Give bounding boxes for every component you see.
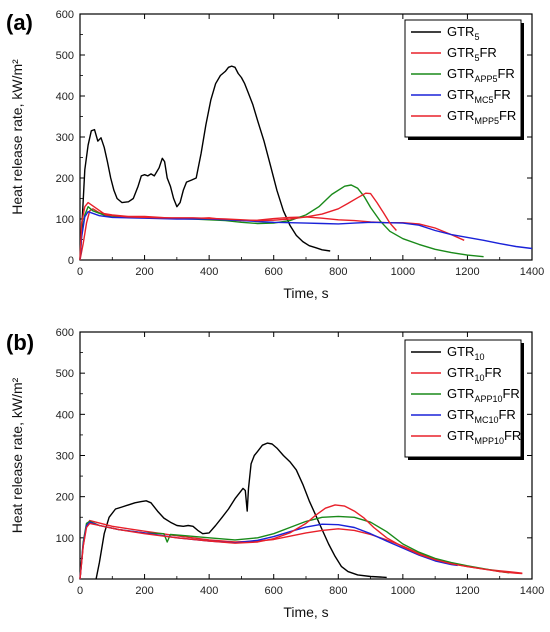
legend-subscript: 10 (474, 373, 484, 383)
y-tick-label: 300 (56, 132, 74, 144)
series-line-GTR5 (79, 65, 331, 261)
x-tick-label: 800 (329, 585, 347, 597)
legend-suffix: FR (479, 45, 496, 60)
legend-base: GTR (447, 45, 474, 60)
x-axis-label: Time, s (283, 285, 328, 301)
legend-box (404, 19, 522, 138)
y-tick-label: 100 (56, 533, 74, 545)
legend-entry: GTR10 (447, 344, 484, 362)
x-axis-label: Time, s (283, 604, 328, 620)
series-line-GTR10FR (79, 519, 523, 580)
legend-subscript: APP10 (474, 394, 502, 404)
x-tick-label: 1400 (520, 585, 544, 597)
x-tick-label: 200 (135, 585, 153, 597)
series-line-GTRMC10FR (79, 521, 458, 580)
x-tick-label: 600 (265, 585, 283, 597)
x-tick-label: 0 (77, 585, 83, 597)
legend-subscript: MC10 (474, 415, 498, 425)
x-tick-label: 1000 (391, 266, 415, 278)
legend-entry: GTRMPP10FR (447, 428, 521, 446)
y-tick-label: 600 (56, 327, 74, 339)
panel-label: (a) (6, 10, 33, 35)
series-line-GTRMPP10FR (79, 504, 523, 580)
x-tick-label: 800 (329, 266, 347, 278)
legend-suffix: FR (497, 66, 514, 81)
legend-suffix: FR (504, 428, 521, 443)
y-tick-label: 0 (68, 574, 74, 586)
legend-suffix: FR (502, 386, 519, 401)
legend-box (404, 339, 522, 458)
series-line-GTRMC5FR (79, 210, 533, 261)
legend-subscript: 5 (474, 32, 479, 42)
y-axis-label: Heat release rate, kW/m² (9, 59, 25, 215)
legend-entry: GTR10FR (447, 365, 502, 383)
series-line-GTRMPP5FR (79, 192, 397, 261)
y-tick-label: 200 (56, 492, 74, 504)
series-line-GTRAPP5FR (79, 184, 484, 261)
x-tick-label: 200 (135, 266, 153, 278)
x-tick-label: 1400 (520, 266, 544, 278)
legend-entry: GTRMC10FR (447, 407, 516, 425)
legend-base: GTR (447, 386, 474, 401)
panel-label: (b) (6, 330, 34, 355)
legend-entry: GTRAPP10FR (447, 386, 520, 404)
y-tick-label: 400 (56, 409, 74, 421)
y-tick-label: 400 (56, 91, 74, 103)
y-tick-label: 0 (68, 255, 74, 267)
legend-base: GTR (447, 428, 474, 443)
legend-suffix: FR (498, 407, 515, 422)
legend-entry: GTRMPP5FR (447, 108, 516, 126)
series-line-GTRAPP10FR (79, 515, 510, 580)
legend-entry: GTR5FR (447, 45, 497, 63)
legend-subscript: MPP10 (474, 436, 504, 446)
legend-suffix: FR (499, 108, 516, 123)
legend-subscript: APP5 (474, 74, 497, 84)
x-tick-label: 400 (200, 585, 218, 597)
y-tick-label: 500 (56, 368, 74, 380)
x-tick-label: 1000 (391, 585, 415, 597)
legend-base: GTR (447, 66, 474, 81)
y-tick-label: 300 (56, 451, 74, 463)
y-axis-label: Heat release rate, kW/m² (9, 377, 25, 533)
x-tick-label: 1200 (455, 266, 479, 278)
legend-base: GTR (447, 407, 474, 422)
chart-panel-a: 0 200 400 600 800 1000 1200 1400 0 100 200 300 400 50… (6, 9, 544, 301)
legend-base: GTR (447, 365, 474, 380)
y-tick-label: 200 (56, 173, 74, 185)
legend-suffix: FR (484, 365, 501, 380)
x-tick-label: 400 (200, 266, 218, 278)
legend-entry: GTR5 (447, 24, 479, 42)
legend-base: GTR (447, 87, 474, 102)
x-tick-label: 0 (77, 266, 83, 278)
chart-panel-b: 0 200 400 600 800 1000 1200 1400 0 100 200 300 400 50… (6, 327, 544, 620)
legend-base: GTR (447, 344, 474, 359)
legend-suffix: FR (493, 87, 510, 102)
legend-entry: GTRAPP5FR (447, 66, 515, 84)
x-tick-label: 1200 (455, 585, 479, 597)
legend-base: GTR (447, 24, 474, 39)
y-tick-label: 500 (56, 50, 74, 62)
x-tick-label: 600 (265, 266, 283, 278)
legend-subscript: 10 (474, 352, 484, 362)
series-line-GTR10 (95, 442, 387, 580)
legend-base: GTR (447, 108, 474, 123)
legend-entry: GTRMC5FR (447, 87, 511, 105)
legend-subscript: 5 (474, 53, 479, 63)
legend-subscript: MPP5 (474, 116, 499, 126)
legend-subscript: MC5 (474, 95, 493, 105)
y-tick-label: 100 (56, 214, 74, 226)
y-tick-label: 600 (56, 9, 74, 21)
